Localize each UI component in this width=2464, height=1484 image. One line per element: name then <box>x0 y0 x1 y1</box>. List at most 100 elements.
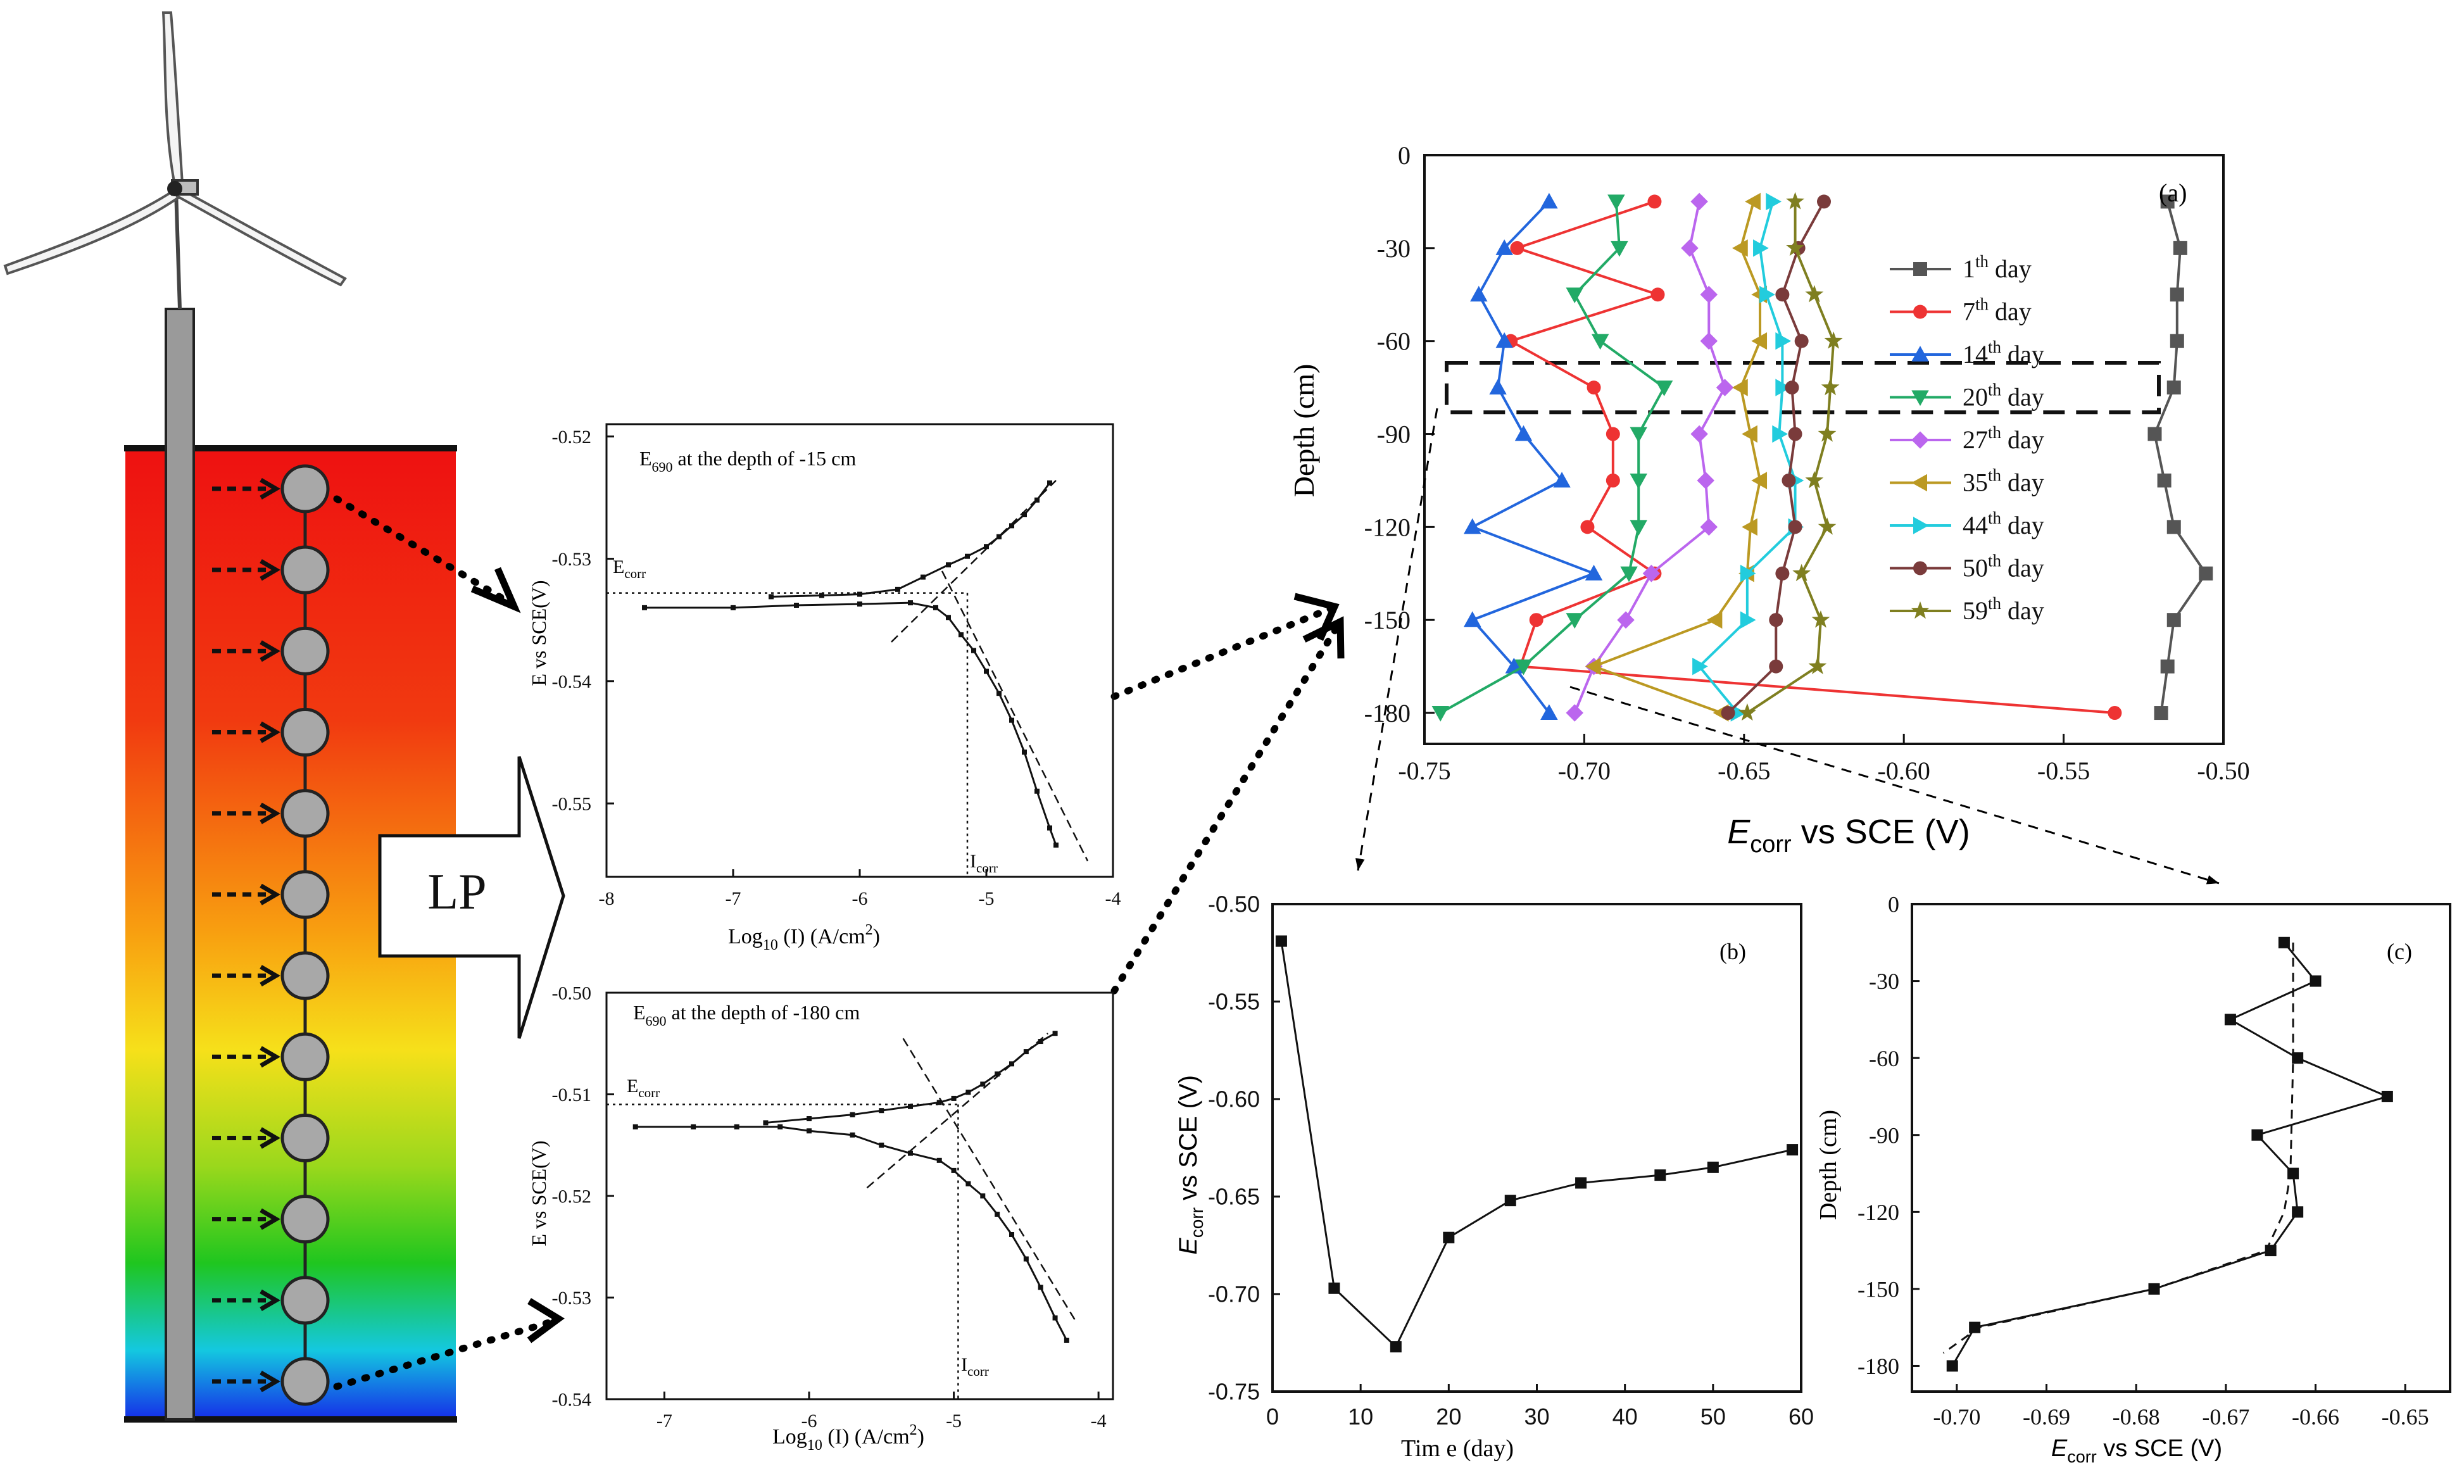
polarization-plot-15cm: -8 -7 -6 -5 -4 -0.52 -0.53 -0.54 -0.55 E690 at t… <box>527 423 1121 953</box>
tafel-line-anodic <box>891 479 1057 643</box>
series-line <box>1469 201 1598 714</box>
series-marker <box>2166 613 2181 627</box>
measured-point <box>2278 936 2290 948</box>
series-marker <box>1495 332 1513 348</box>
series-marker <box>1786 192 1804 210</box>
series-marker <box>1753 239 1769 257</box>
series-line <box>1507 200 2115 715</box>
panel-a-depth-profile: -0.75 -0.70 -0.65 -0.60 -0.55 -0.50 0 -30 -60 -90… <box>1288 141 2250 858</box>
series-marker <box>1431 706 1449 722</box>
panel-b-time-series: 0 10 20 30 40 50 60 -0.50 -0.55 -0.60 -0.65 -0.70 -0… <box>1174 891 1814 1462</box>
time-series-point <box>1275 935 1287 947</box>
series-marker <box>1824 331 1843 349</box>
fit-line <box>1942 942 2294 1354</box>
series-marker <box>1769 659 1783 674</box>
probe-arrow-head <box>260 802 280 824</box>
x-tick-label: -0.70 <box>1933 1404 1980 1430</box>
y-tick-label: -60 <box>1869 1046 1899 1071</box>
probe-sensor-icon <box>280 951 330 1000</box>
time-series-point <box>1443 1231 1455 1243</box>
x-tick-label: -4 <box>1105 888 1121 909</box>
series-marker <box>1742 518 1757 536</box>
series-marker <box>1766 192 1782 211</box>
series-marker <box>1775 566 1790 581</box>
legend-label: 20th day <box>1963 380 2044 412</box>
polarization-curve-anodic <box>770 482 1051 598</box>
polarization-point <box>933 605 938 610</box>
probe-sensor-icon <box>280 870 330 919</box>
polarization-point <box>984 544 989 550</box>
y-tick-label: -0.54 <box>552 1390 592 1411</box>
polar15-xlabel: Log10 (I) (A/cm2) <box>728 922 880 953</box>
x-tick-label: -5 <box>979 888 995 909</box>
y-tick-label: -150 <box>1857 1276 1899 1302</box>
polarization-point <box>777 1124 783 1129</box>
polarization-point <box>921 574 926 580</box>
x-tick-label: -0.67 <box>2202 1404 2249 1430</box>
time-series-point <box>1707 1161 1719 1173</box>
series-marker <box>1655 380 1673 396</box>
turbine-blade-left <box>3 188 180 275</box>
series-line <box>2153 201 2208 714</box>
time-series-point <box>1504 1195 1516 1207</box>
x-tick-label: 20 <box>1436 1404 1461 1430</box>
legend-swatch-marker <box>1913 262 1927 276</box>
x-tick-label: -5 <box>946 1411 962 1431</box>
series-marker <box>1642 565 1661 582</box>
legend-label: 50th day <box>1963 551 2044 582</box>
panel-a-xlabel: Ecorr vs SCE (V) <box>1727 813 1970 858</box>
measured-point <box>2381 1090 2393 1102</box>
legend-swatch-marker <box>1911 601 1930 619</box>
turbine-blade-right <box>175 187 347 287</box>
series-marker <box>2160 659 2175 674</box>
series-marker <box>2170 334 2184 348</box>
series-marker <box>1692 657 1708 676</box>
x-tick-label: -0.69 <box>2023 1404 2070 1430</box>
polar180-ecorr-label: Ecorr <box>627 1076 660 1100</box>
probe-arrow-head <box>260 559 280 581</box>
polarization-point <box>794 603 799 608</box>
polarization-point <box>819 593 824 598</box>
polarization-point <box>850 1132 855 1138</box>
series-marker <box>1681 239 1699 257</box>
series-marker <box>2199 566 2213 581</box>
series-marker <box>2108 706 2122 720</box>
x-tick-label: -6 <box>852 888 868 909</box>
y-tick-label: -0.50 <box>552 983 592 1004</box>
polarization-point <box>971 648 976 653</box>
x-tick-label: -8 <box>599 888 615 909</box>
series-marker <box>1738 703 1757 721</box>
series-marker <box>1630 473 1647 489</box>
measured-line <box>1951 941 2391 1367</box>
panel-c-label: (c) <box>2387 939 2412 964</box>
series-marker <box>1580 520 1595 534</box>
plot-frame <box>605 423 1114 878</box>
x-tick-label: -4 <box>1091 1411 1107 1431</box>
turbine-tower <box>165 308 195 1421</box>
series-marker <box>1769 613 1783 627</box>
y-tick-label: -0.53 <box>552 549 592 570</box>
time-series-point <box>1390 1341 1402 1353</box>
x-tick-label: -0.66 <box>2292 1404 2339 1430</box>
series-marker <box>1817 194 1831 209</box>
series-marker <box>1732 239 1748 257</box>
polarization-point <box>879 1142 884 1148</box>
x-tick-label: -0.50 <box>2197 757 2249 785</box>
series-marker <box>1540 704 1558 720</box>
series-marker <box>1510 241 1524 255</box>
panel-c-depth-fit: -0.70 -0.69 -0.68 -0.67 -0.66 -0.65 0 -30 -60 -90… <box>1815 892 2451 1466</box>
wind-turbine-icon <box>3 11 347 1421</box>
polarization-point <box>1064 1337 1069 1343</box>
polarization-point <box>769 594 774 600</box>
series-marker <box>1751 332 1768 350</box>
series-marker <box>1620 566 1638 582</box>
series-marker <box>1630 520 1647 536</box>
probe-sensor-icon <box>280 708 330 757</box>
polarization-point <box>807 1128 812 1134</box>
series-marker <box>2170 287 2184 302</box>
y-tick-label: -0.50 <box>1208 891 1260 917</box>
panel-a-label: (a) <box>2159 179 2187 207</box>
series-marker <box>1587 380 1601 395</box>
series-marker <box>1606 473 1620 487</box>
y-tick-label: -30 <box>1377 234 1411 263</box>
